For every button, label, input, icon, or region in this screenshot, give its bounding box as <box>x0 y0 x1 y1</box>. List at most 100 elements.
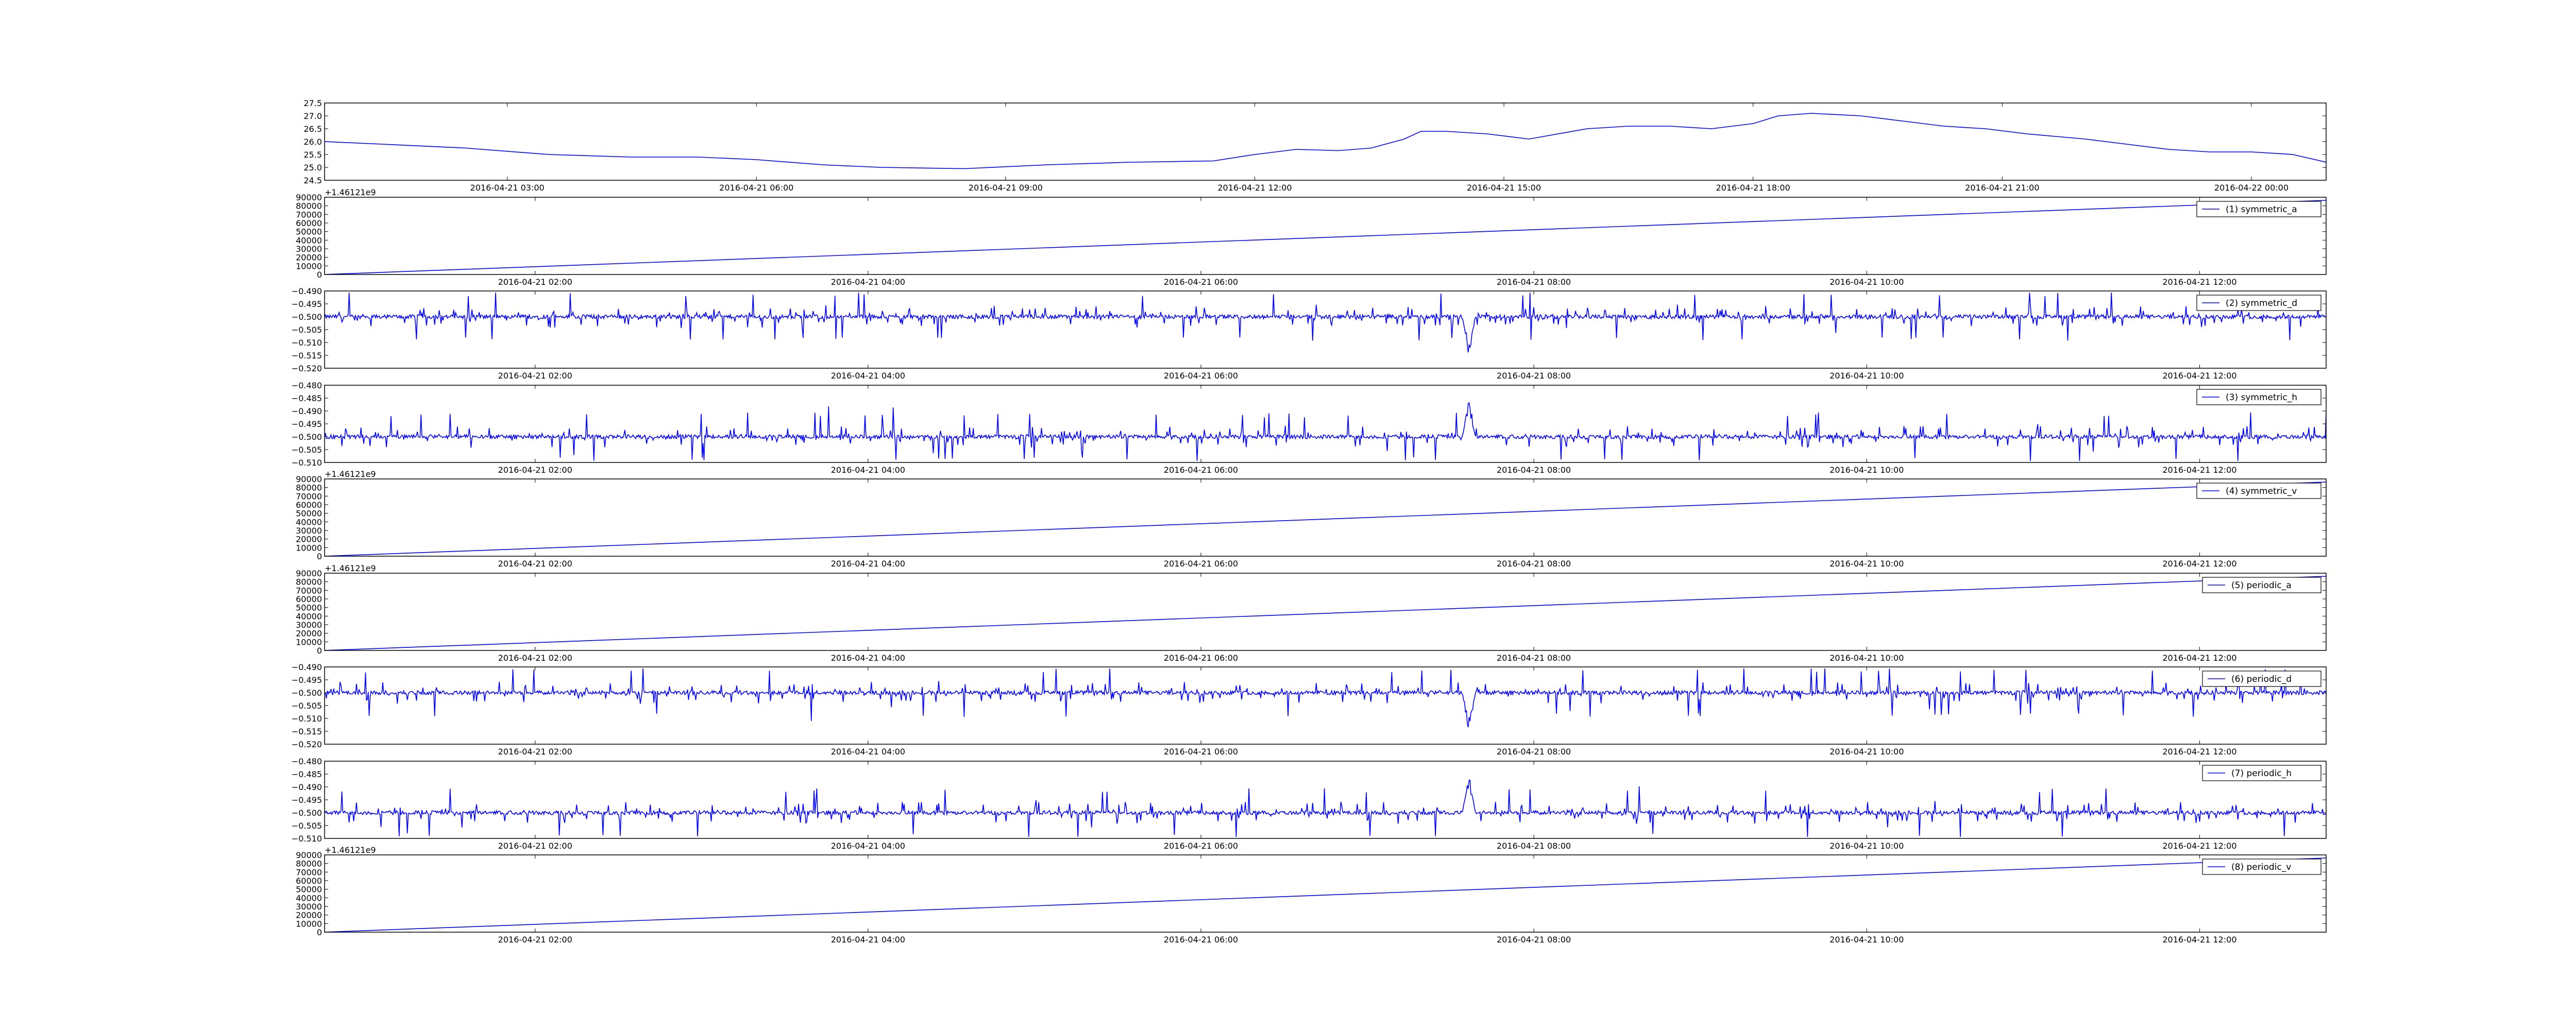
x-tick-label: 2016-04-21 03:00 <box>470 183 545 193</box>
x-tick-label: 2016-04-21 02:00 <box>498 277 572 287</box>
y-tick-label: 0 <box>317 928 322 937</box>
chart-panel-3: −0.520 −0.515 −0.510 −0.505 −0.500 −0.495 −0.4… <box>292 286 2327 381</box>
y-tick-label: 20000 <box>296 911 322 920</box>
x-tick-label: 2016-04-21 06:00 <box>719 183 793 193</box>
y-tick-label: −0.495 <box>292 419 322 429</box>
x-tick-label: 2016-04-21 06:00 <box>1164 653 1238 663</box>
x-tick-label: 2016-04-21 10:00 <box>1829 653 1904 663</box>
x-tick-label: 2016-04-21 12:00 <box>2162 935 2236 945</box>
y-tick-label: −0.505 <box>292 821 322 831</box>
chart-panel-7: −0.520 −0.515 −0.510 −0.505 −0.500 −0.495 −0.4… <box>292 662 2327 757</box>
y-tick-label: 24.5 <box>303 176 322 185</box>
series-line <box>325 402 2326 461</box>
y-tick-label: 40000 <box>296 235 322 245</box>
y-tick-label: 80000 <box>296 859 322 869</box>
x-tick-label: 2016-04-21 06:00 <box>1164 841 1238 851</box>
x-tick-label: 2016-04-21 04:00 <box>831 935 905 945</box>
x-tick-label: 2016-04-21 04:00 <box>831 465 905 475</box>
y-tick-label: 10000 <box>296 919 322 929</box>
y-tick-label: 25.0 <box>303 163 322 173</box>
x-tick-label: 2016-04-21 04:00 <box>831 841 905 851</box>
y-tick-label: 10000 <box>296 637 322 647</box>
y-tick-label: 60000 <box>296 594 322 604</box>
y-tick-label: 90000 <box>296 474 322 484</box>
series-line <box>325 200 2326 274</box>
y-tick-label: 25.5 <box>303 150 322 160</box>
series-line <box>325 857 2326 932</box>
chart-panel-1: 24.5 25.0 25.5 26.0 26.5 27.0 27.5 2016-04-21 0… <box>303 98 2327 193</box>
axes-frame <box>324 478 2327 557</box>
series-line <box>325 482 2326 556</box>
legend-label: (2) symmetric_d <box>2226 298 2297 308</box>
series-line <box>325 779 2326 837</box>
y-tick-label: 10000 <box>296 543 322 553</box>
x-tick-label: 2016-04-21 08:00 <box>1497 277 1571 287</box>
y-tick-label: −0.490 <box>292 286 322 296</box>
x-tick-label: 2016-04-21 02:00 <box>498 653 572 663</box>
x-tick-label: 2016-04-21 08:00 <box>1497 747 1571 757</box>
y-tick-label: 20000 <box>296 535 322 544</box>
y-tick-label: −0.520 <box>292 364 322 373</box>
y-tick-label: 30000 <box>296 902 322 912</box>
series-line <box>325 576 2326 650</box>
y-tick-label: 20000 <box>296 253 322 263</box>
y-tick-label: 90000 <box>296 850 322 860</box>
y-tick-label: 40000 <box>296 611 322 621</box>
y-tick-label: −0.480 <box>292 757 322 766</box>
axes-frame <box>324 290 2327 369</box>
y-tick-label: 70000 <box>296 210 322 219</box>
series-line <box>325 668 2326 728</box>
y-tick-label: −0.515 <box>292 727 322 736</box>
y-tick-label: 26.5 <box>303 124 322 134</box>
axes-frame <box>324 385 2327 463</box>
x-tick-label: 2016-04-21 09:00 <box>969 183 1043 193</box>
y-tick-label: 60000 <box>296 500 322 510</box>
x-tick-label: 2016-04-21 02:00 <box>498 747 572 757</box>
x-tick-label: 2016-04-21 10:00 <box>1829 841 1904 851</box>
x-tick-label: 2016-04-22 00:00 <box>2214 183 2289 193</box>
x-tick-label: 2016-04-21 04:00 <box>831 747 905 757</box>
axes-frame <box>324 761 2327 839</box>
x-tick-label: 2016-04-21 08:00 <box>1497 371 1571 381</box>
y-tick-label: −0.500 <box>292 808 322 818</box>
axes-frame <box>324 102 2327 181</box>
y-tick-label: 26.0 <box>303 137 322 147</box>
y-tick-label: 90000 <box>296 569 322 578</box>
y-tick-label: −0.480 <box>292 381 322 390</box>
x-tick-label: 2016-04-21 12:00 <box>2162 277 2236 287</box>
y-tick-label: −0.495 <box>292 299 322 309</box>
x-tick-label: 2016-04-21 06:00 <box>1164 371 1238 381</box>
x-tick-label: 2016-04-21 12:00 <box>2162 465 2236 475</box>
axes-frame <box>324 573 2327 651</box>
y-tick-label: 30000 <box>296 620 322 630</box>
x-tick-label: 2016-04-21 02:00 <box>498 371 572 381</box>
y-tick-label: 90000 <box>296 193 322 202</box>
x-tick-label: 2016-04-21 04:00 <box>831 371 905 381</box>
x-tick-label: 2016-04-21 12:00 <box>2162 559 2236 569</box>
y-tick-label: −0.500 <box>292 432 322 442</box>
x-tick-label: 2016-04-21 08:00 <box>1497 465 1571 475</box>
y-tick-label: 80000 <box>296 483 322 493</box>
legend-label: (7) periodic_h <box>2231 768 2292 779</box>
x-tick-label: 2016-04-21 06:00 <box>1164 559 1238 569</box>
y-tick-label: 20000 <box>296 629 322 639</box>
y-tick-label: 27.0 <box>303 111 322 121</box>
y-tick-label: 0 <box>317 270 322 280</box>
y-tick-label: −0.490 <box>292 406 322 416</box>
x-tick-label: 2016-04-21 18:00 <box>1716 183 1790 193</box>
y-tick-label: 0 <box>317 646 322 656</box>
y-tick-label: −0.510 <box>292 714 322 724</box>
chart-panel-8: −0.510 −0.505 −0.500 −0.495 −0.490 −0.485 −0.4… <box>292 757 2327 851</box>
x-tick-label: 2016-04-21 02:00 <box>498 935 572 945</box>
x-tick-label: 2016-04-21 06:00 <box>1164 935 1238 945</box>
y-tick-label: 10000 <box>296 261 322 271</box>
legend-label: (8) periodic_v <box>2231 862 2291 872</box>
y-offset-text: +1.46121e9 <box>325 187 376 197</box>
y-tick-label: 50000 <box>296 603 322 613</box>
y-tick-label: −0.485 <box>292 393 322 403</box>
y-tick-label: −0.505 <box>292 701 322 711</box>
y-tick-label: 60000 <box>296 218 322 228</box>
x-tick-label: 2016-04-21 12:00 <box>2162 841 2236 851</box>
x-tick-label: 2016-04-21 02:00 <box>498 841 572 851</box>
